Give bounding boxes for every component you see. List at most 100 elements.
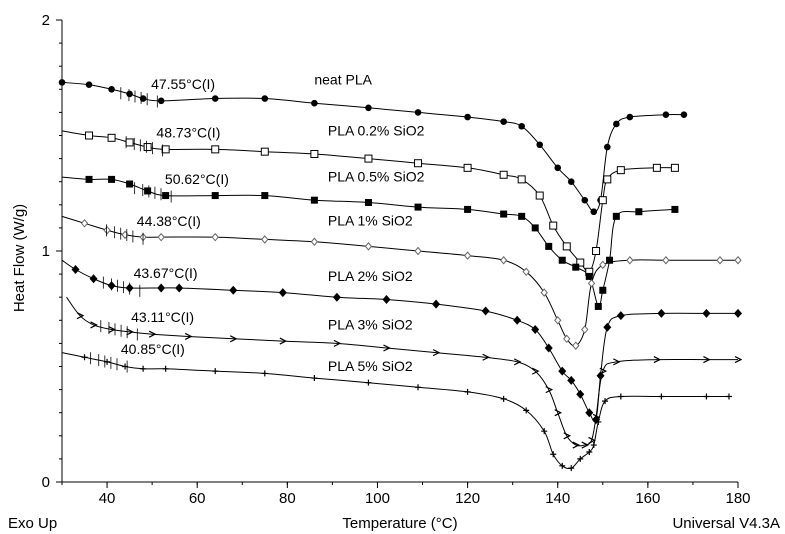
data-point bbox=[572, 341, 580, 350]
data-point bbox=[211, 232, 219, 242]
data-point bbox=[559, 462, 566, 469]
data-point bbox=[562, 242, 571, 251]
data-point bbox=[108, 326, 116, 334]
data-point bbox=[432, 299, 441, 309]
data-point bbox=[671, 205, 679, 213]
glass-transition-labels: 47.55°C(I) 48.73°C(I) 50.62°C(I) 44.38°C(I)… bbox=[90, 76, 229, 373]
data-point bbox=[662, 255, 670, 265]
data-point bbox=[606, 256, 614, 264]
series-annotation: PLA 1% SiO2 bbox=[328, 213, 413, 229]
data-point bbox=[414, 246, 422, 256]
data-point bbox=[613, 358, 621, 366]
data-point bbox=[144, 187, 152, 195]
data-point bbox=[310, 196, 318, 204]
data-point bbox=[126, 328, 134, 336]
data-point bbox=[260, 147, 269, 156]
data-point bbox=[513, 358, 522, 366]
data-point bbox=[581, 196, 589, 204]
data-point bbox=[563, 432, 572, 440]
data-point bbox=[613, 120, 620, 128]
data-point bbox=[703, 356, 711, 364]
series-annotation: PLA 3% SiO2 bbox=[328, 317, 413, 333]
data-point bbox=[734, 356, 743, 364]
data-point bbox=[140, 365, 147, 372]
y-tick-label: 2 bbox=[42, 12, 50, 29]
data-point bbox=[522, 267, 530, 277]
data-point bbox=[71, 264, 80, 274]
data-point bbox=[702, 308, 711, 318]
data-point bbox=[90, 321, 98, 329]
exo-up-label: Exo Up bbox=[8, 515, 57, 532]
data-point bbox=[658, 393, 665, 400]
x-tick-label: 140 bbox=[545, 490, 570, 507]
data-point bbox=[332, 292, 341, 302]
data-point bbox=[599, 367, 608, 375]
data-point bbox=[554, 164, 562, 172]
data-point bbox=[125, 138, 134, 147]
data-point bbox=[333, 339, 342, 347]
data-point bbox=[586, 448, 593, 455]
data-point bbox=[662, 111, 670, 119]
data-point bbox=[310, 149, 319, 158]
data-point bbox=[517, 175, 526, 184]
data-point bbox=[680, 111, 688, 119]
series-line bbox=[66, 296, 738, 447]
data-point bbox=[617, 393, 624, 400]
data-point bbox=[563, 334, 571, 344]
data-point bbox=[670, 163, 679, 172]
data-point bbox=[585, 272, 593, 280]
data-point bbox=[162, 192, 170, 200]
data-point bbox=[482, 353, 490, 361]
x-tick-label: 160 bbox=[635, 490, 660, 507]
data-point bbox=[499, 255, 508, 265]
x-tick-label: 120 bbox=[455, 490, 480, 507]
data-point bbox=[588, 436, 596, 444]
data-point bbox=[626, 113, 634, 121]
data-point bbox=[157, 97, 165, 105]
data-point bbox=[590, 208, 598, 216]
x-tick-label: 180 bbox=[725, 490, 750, 507]
data-point bbox=[599, 286, 607, 294]
data-point bbox=[592, 413, 601, 421]
y-axis-label: Heat Flow (W/g) bbox=[11, 204, 28, 312]
data-point bbox=[311, 99, 318, 107]
data-point bbox=[261, 95, 269, 102]
data-point bbox=[734, 255, 742, 265]
data-point bbox=[432, 349, 441, 357]
data-point bbox=[382, 295, 391, 305]
tg-label: 47.55°C(I) bbox=[151, 76, 215, 92]
data-point bbox=[523, 407, 530, 414]
tg-label: 43.67°C(I) bbox=[134, 265, 198, 281]
data-point bbox=[545, 386, 554, 394]
data-point bbox=[576, 389, 585, 399]
data-point bbox=[311, 375, 318, 382]
data-point bbox=[540, 288, 548, 297]
data-point bbox=[635, 208, 643, 216]
data-point bbox=[157, 232, 165, 242]
data-point bbox=[415, 384, 422, 391]
data-point bbox=[383, 344, 391, 352]
data-point bbox=[212, 368, 219, 375]
data-point bbox=[481, 306, 490, 316]
data-point bbox=[535, 191, 544, 200]
data-point bbox=[364, 198, 372, 206]
data-point bbox=[652, 163, 661, 172]
data-point bbox=[414, 203, 422, 211]
data-point bbox=[261, 235, 269, 244]
data-point bbox=[703, 393, 710, 400]
data-point bbox=[567, 375, 576, 385]
series-line bbox=[61, 176, 675, 308]
data-point bbox=[126, 180, 134, 188]
series-annotation: neat PLA bbox=[314, 72, 372, 88]
x-tick-label: 80 bbox=[279, 490, 296, 507]
data-point bbox=[108, 175, 116, 183]
series-annotation: PLA 2% SiO2 bbox=[328, 268, 413, 284]
data-point bbox=[464, 205, 472, 213]
data-point bbox=[550, 451, 557, 458]
data-point bbox=[229, 335, 238, 343]
data-point bbox=[587, 279, 596, 288]
data-point bbox=[89, 274, 98, 284]
data-point bbox=[211, 192, 219, 200]
tg-label: 40.85°C(I) bbox=[121, 341, 185, 357]
data-point bbox=[85, 131, 94, 140]
